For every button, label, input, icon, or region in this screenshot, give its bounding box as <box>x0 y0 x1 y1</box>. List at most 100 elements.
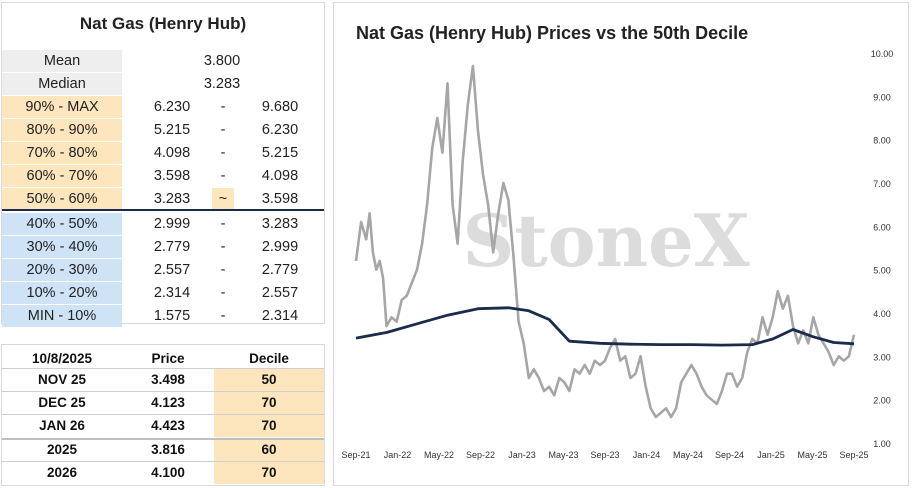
decile-row: 90% - MAX 6.230 - 9.680 <box>2 96 324 118</box>
price-decile-table: 10/8/2025 Price Decile NOV 25 3.498 50 DEC 25 4… <box>1 344 325 486</box>
decile-low-value: 1.575 <box>153 308 191 324</box>
x-tick-label: Jan-22 <box>384 450 412 460</box>
row-separator <box>2 414 324 415</box>
stat-label: Mean <box>2 50 122 72</box>
decile-separator: - <box>220 168 226 184</box>
contract-decile: 50 <box>214 369 324 391</box>
decile-range-label: 50% - 60% <box>2 188 122 210</box>
price-chart: StoneX 1.00 2.00 3.00 4.00 5.00 6.00 7.00 8.00 9.… <box>341 49 894 460</box>
stat-row: Median 3.283 <box>2 73 324 95</box>
decile-high-value: 2.314 <box>261 308 299 324</box>
y-tick-label: 5.00 <box>873 266 891 276</box>
decile-range-label: 20% - 30% <box>2 259 122 281</box>
median-divider-line <box>2 209 324 211</box>
decile-separator: - <box>220 216 226 232</box>
x-tick-label: May-24 <box>673 450 703 460</box>
decile-low-value: 2.557 <box>153 262 191 278</box>
contract-label: JAN 26 <box>39 418 85 433</box>
decile-high-value: 5.215 <box>261 145 299 161</box>
x-tick-label: Jan-23 <box>508 450 536 460</box>
contract-label: NOV 25 <box>37 372 87 387</box>
contract-label: 2025 <box>46 442 78 457</box>
contract-price: 3.498 <box>151 372 185 387</box>
stat-row: Mean 3.800 <box>2 50 324 72</box>
y-tick-label: 2.00 <box>873 396 891 406</box>
y-tick-label: 4.00 <box>873 309 891 319</box>
decile-low-value: 3.598 <box>153 168 191 184</box>
price-table-row: JAN 26 4.423 70 <box>2 415 324 438</box>
y-tick-label: 10.00 <box>871 49 894 59</box>
contract-price: 3.816 <box>151 442 185 457</box>
decile-row: 10% - 20% 2.314 - 2.557 <box>2 282 324 304</box>
decile-row: 40% - 50% 2.999 - 3.283 <box>2 213 324 235</box>
decile-table-panel: Nat Gas (Henry Hub) Mean 3.800 Median 3.283… <box>1 2 325 327</box>
decile-high-value: 9.680 <box>261 99 299 115</box>
decile-row: 20% - 30% 2.557 - 2.779 <box>2 259 324 281</box>
stat-value: 3.283 <box>203 76 241 92</box>
price-series-line <box>354 64 856 419</box>
decile-separator: - <box>220 99 226 115</box>
decile-range-label: 30% - 40% <box>2 236 122 258</box>
row-separator <box>2 368 324 369</box>
decile-high-value: 3.598 <box>261 191 299 207</box>
decile-range-label: 90% - MAX <box>2 96 122 118</box>
row-separator <box>2 461 324 462</box>
decile-separator: - <box>220 145 226 161</box>
x-tick-label: Sep-23 <box>590 450 619 460</box>
decile-range-label: 60% - 70% <box>2 165 122 187</box>
contract-label: 2026 <box>46 465 78 480</box>
y-tick-label: 3.00 <box>873 352 891 362</box>
contract-price: 4.100 <box>151 465 185 480</box>
header-date: 10/8/2025 <box>31 351 93 366</box>
decile-row: 80% - 90% 5.215 - 6.230 <box>2 119 324 141</box>
decile-high-value: 2.999 <box>261 239 299 255</box>
x-tick-label: Jan-24 <box>633 450 661 460</box>
x-tick-label: Sep-21 <box>341 450 370 460</box>
decile-range-label: 10% - 20% <box>2 282 122 304</box>
decile-separator: - <box>220 308 226 324</box>
x-tick-label: May-25 <box>797 450 827 460</box>
y-tick-label: 6.00 <box>873 222 891 232</box>
decile-separator: - <box>220 285 226 301</box>
x-tick-label: Sep-22 <box>466 450 495 460</box>
y-tick-label: 8.00 <box>873 136 891 146</box>
contract-decile: 60 <box>214 439 324 461</box>
decile-low-value: 2.999 <box>153 216 191 232</box>
median-series-line <box>355 306 855 347</box>
decile-low-value: 5.215 <box>153 122 191 138</box>
header-price: Price <box>151 351 185 366</box>
contract-price: 4.423 <box>151 418 185 433</box>
x-tick-label: May-22 <box>424 450 454 460</box>
price-table-row: 2025 3.816 60 <box>2 439 324 462</box>
decile-row: 30% - 40% 2.779 - 2.999 <box>2 236 324 258</box>
decile-high-value: 3.283 <box>261 216 299 232</box>
y-tick-label: 9.00 <box>873 92 891 102</box>
decile-row: 50% - 60% 3.283 ~3.598 <box>2 188 324 210</box>
decile-range-label: 40% - 50% <box>2 213 122 235</box>
decile-separator: - <box>220 239 226 255</box>
decile-low-value: 2.314 <box>153 285 191 301</box>
contract-decile: 70 <box>214 392 324 414</box>
decile-high-value: 6.230 <box>261 122 299 138</box>
header-decile: Decile <box>249 351 289 366</box>
price-table-row: 2026 4.100 70 <box>2 462 324 485</box>
decile-low-value: 6.230 <box>153 99 191 115</box>
x-tick-label: May-23 <box>548 450 578 460</box>
decile-high-value: 2.779 <box>261 262 299 278</box>
decile-range-label: MIN - 10% <box>2 305 122 327</box>
decile-range-label: 70% - 80% <box>2 142 122 164</box>
x-tick-label: Sep-24 <box>715 450 744 460</box>
stat-label: Median <box>2 73 122 95</box>
watermark-text: StoneX <box>462 198 749 283</box>
decile-low-value: 3.283 <box>153 191 191 207</box>
decile-row: 70% - 80% 4.098 - 5.215 <box>2 142 324 164</box>
decile-separator: - <box>220 262 226 278</box>
x-tick-label: Sep-25 <box>839 450 868 460</box>
decile-table-title: Nat Gas (Henry Hub) <box>79 14 247 33</box>
price-table-row: NOV 25 3.498 50 <box>2 369 324 392</box>
chart-title: Nat Gas (Henry Hub) Prices vs the 50th D… <box>356 23 749 43</box>
decile-separator: - <box>220 122 226 138</box>
price-table-row: DEC 25 4.123 70 <box>2 392 324 415</box>
decile-high-value: 2.557 <box>261 285 299 301</box>
row-separator <box>2 391 324 392</box>
